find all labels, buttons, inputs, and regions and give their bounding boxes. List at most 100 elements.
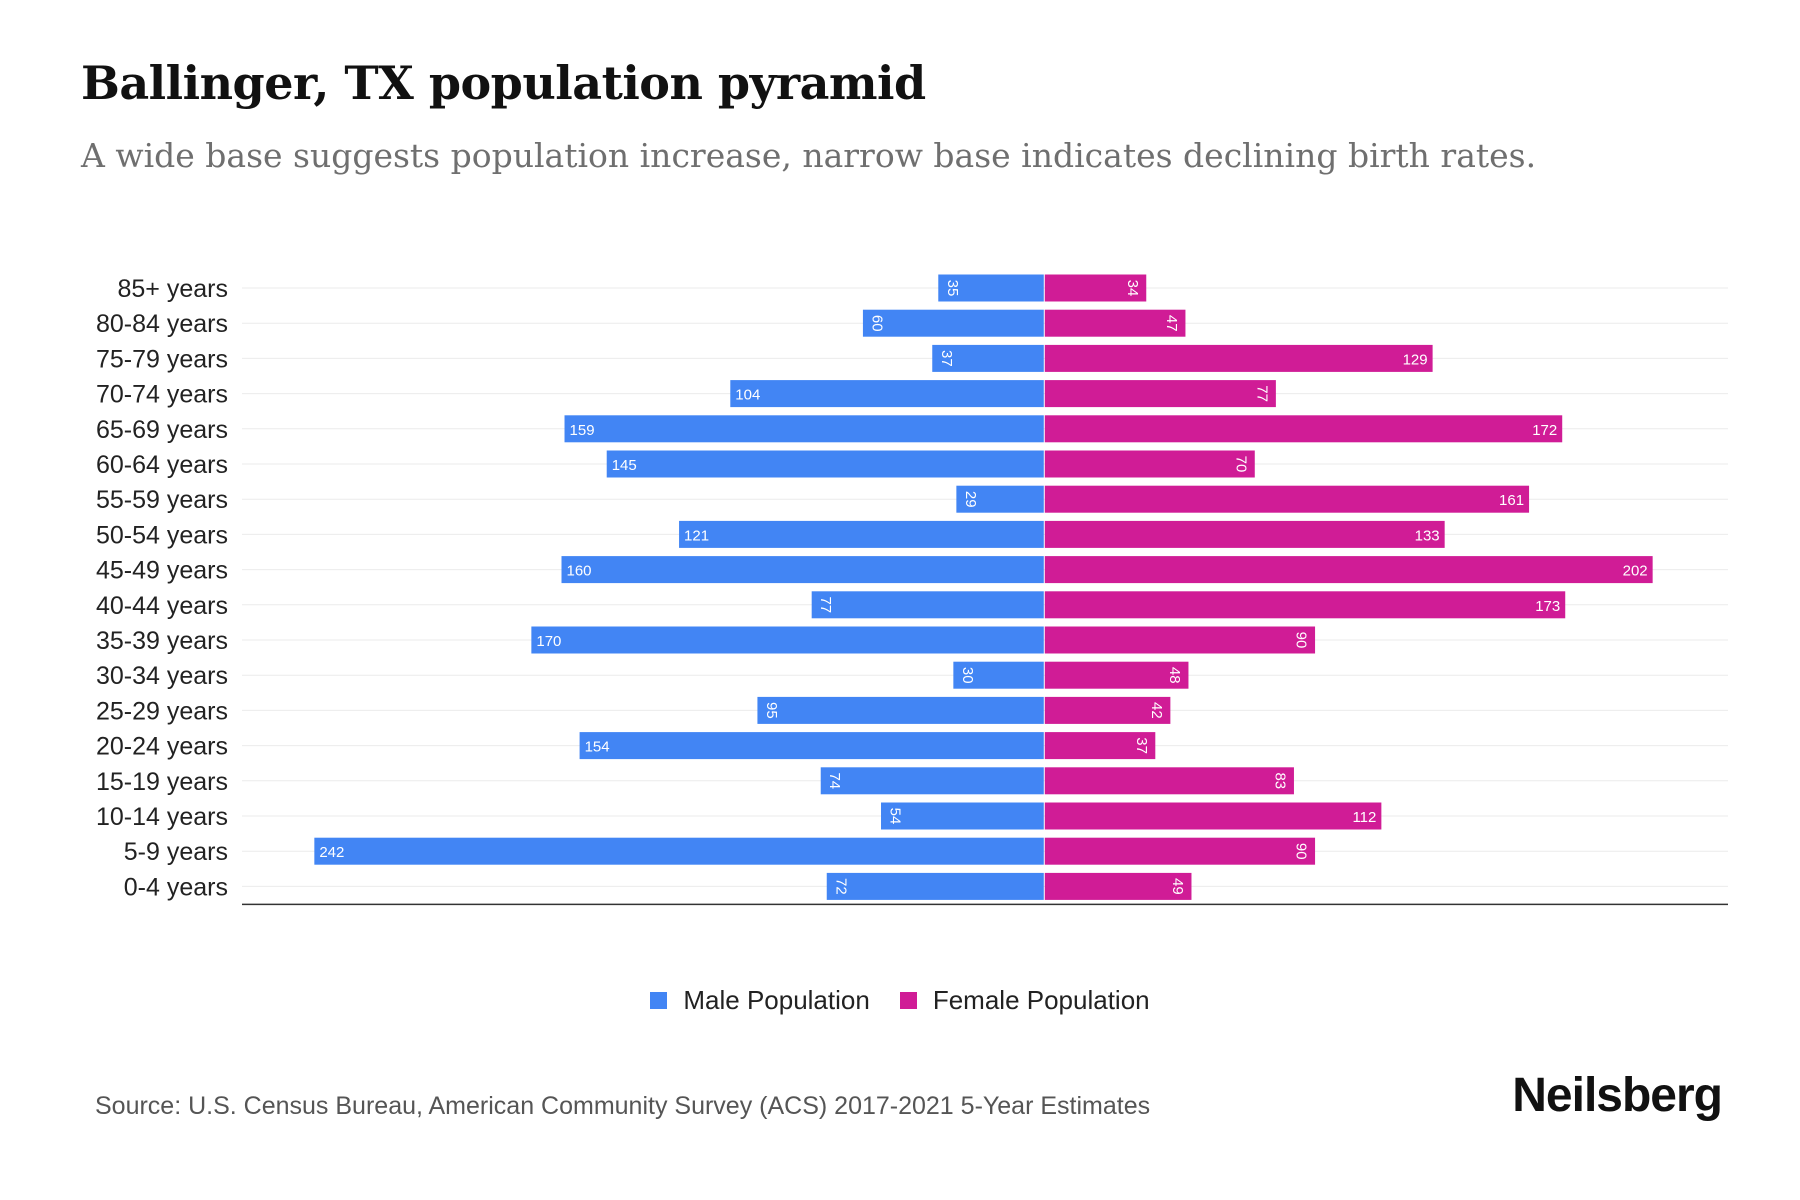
bar-male xyxy=(561,556,1044,584)
bar-male xyxy=(956,485,1044,513)
bar-female xyxy=(1044,309,1186,337)
bar-label-female: 90 xyxy=(1293,632,1310,649)
bar-male xyxy=(953,661,1044,689)
bar-label-male: 29 xyxy=(962,491,979,508)
bar-label-male: 104 xyxy=(735,387,760,404)
y-tick-label: 40-44 years xyxy=(96,592,228,620)
bar-label-female: 112 xyxy=(1352,809,1376,826)
y-tick-label: 30-34 years xyxy=(96,662,228,690)
brand-logo: Neilsberg xyxy=(1512,1069,1723,1122)
legend-label-female: Female Population xyxy=(932,985,1150,1015)
bar-female xyxy=(1044,380,1276,408)
legend-swatch-male xyxy=(650,992,668,1009)
y-tick-label: 60-64 years xyxy=(96,451,228,479)
bar-male xyxy=(314,837,1044,865)
bar-label-male: 154 xyxy=(585,739,610,756)
y-tick-label: 35-39 years xyxy=(96,627,228,655)
bar-label-female: 70 xyxy=(1232,456,1249,473)
bar-male xyxy=(820,767,1044,795)
bar-male xyxy=(606,450,1044,478)
bar-female xyxy=(1044,872,1192,900)
bar-label-female: 129 xyxy=(1403,351,1428,368)
bar-label-female: 77 xyxy=(1253,385,1270,402)
bar-female xyxy=(1044,344,1433,372)
bar-female xyxy=(1044,556,1653,584)
bar-label-female: 83 xyxy=(1271,772,1288,789)
bar-label-female: 48 xyxy=(1166,667,1183,684)
y-tick-label: 0-4 years xyxy=(124,873,228,901)
bar-label-male: 30 xyxy=(959,667,976,684)
bar-female xyxy=(1044,767,1294,795)
bar-label-male: 35 xyxy=(944,280,961,297)
bar-label-male: 170 xyxy=(536,633,561,650)
y-tick-label: 65-69 years xyxy=(96,416,228,444)
y-tick-label: 55-59 years xyxy=(96,486,228,514)
bar-label-male: 72 xyxy=(832,878,849,895)
bar-label-male: 77 xyxy=(817,596,834,613)
bar-female xyxy=(1044,274,1147,302)
bar-male xyxy=(881,802,1044,830)
y-tick-label: 15-19 years xyxy=(96,768,228,796)
legend-item-male: Male Population xyxy=(650,985,870,1016)
y-tick-label: 75-79 years xyxy=(96,345,228,373)
bar-label-female: 42 xyxy=(1148,702,1165,719)
bar-male xyxy=(938,274,1044,302)
bar-female xyxy=(1044,520,1445,548)
bar-label-male: 54 xyxy=(887,808,904,825)
bar-label-female: 37 xyxy=(1133,737,1150,754)
bar-male xyxy=(564,415,1044,443)
bar-male xyxy=(757,696,1044,724)
bar-male xyxy=(531,626,1044,654)
bar-label-male: 159 xyxy=(570,422,595,439)
y-tick-label: 20-24 years xyxy=(96,733,228,761)
bar-label-female: 173 xyxy=(1535,598,1560,615)
bar-male xyxy=(811,591,1044,619)
source-note: Source: U.S. Census Bureau, American Com… xyxy=(95,1092,1151,1120)
bar-label-female: 202 xyxy=(1623,563,1648,580)
chart-subtitle: A wide base suggests population increase… xyxy=(81,136,1537,175)
bar-male xyxy=(826,872,1044,900)
y-tick-label: 10-14 years xyxy=(96,803,228,831)
bar-label-male: 37 xyxy=(938,350,955,367)
bar-female xyxy=(1044,626,1316,654)
bar-female xyxy=(1044,837,1316,865)
bar-female xyxy=(1044,485,1530,513)
legend-swatch-female xyxy=(899,992,917,1009)
bar-label-female: 172 xyxy=(1532,422,1557,439)
bar-label-female: 34 xyxy=(1124,280,1141,297)
bar-label-male: 145 xyxy=(612,457,637,474)
bar-male xyxy=(679,520,1044,548)
bar-female xyxy=(1044,661,1189,689)
bar-female xyxy=(1044,591,1566,619)
bar-label-female: 49 xyxy=(1169,878,1186,895)
bar-label-male: 160 xyxy=(567,563,592,580)
y-tick-label: 85+ years xyxy=(118,275,229,303)
population-pyramid-chart: 85+ years 80-84 years 75-79 years 70-74 yea… xyxy=(96,274,1728,906)
chart-title: Ballinger, TX population pyramid xyxy=(81,56,926,110)
bar-female xyxy=(1044,415,1563,443)
bar-female xyxy=(1044,450,1255,478)
y-tick-label: 70-74 years xyxy=(96,381,228,409)
bar-label-female: 47 xyxy=(1163,315,1180,332)
bar-label-male: 242 xyxy=(319,844,344,861)
bar-male xyxy=(862,309,1044,337)
bar-male xyxy=(579,732,1044,760)
legend-item-female: Female Population xyxy=(899,985,1150,1016)
bar-female xyxy=(1044,696,1171,724)
bar-label-male: 121 xyxy=(684,527,709,544)
bar-label-female: 133 xyxy=(1415,527,1440,544)
bar-female xyxy=(1044,732,1156,760)
bar-label-male: 74 xyxy=(826,772,843,789)
bar-label-male: 95 xyxy=(763,702,780,719)
bar-label-female: 161 xyxy=(1499,492,1524,509)
legend-label-male: Male Population xyxy=(683,985,870,1015)
y-tick-label: 25-29 years xyxy=(96,697,228,725)
bar-male xyxy=(932,344,1044,372)
y-tick-label: 45-49 years xyxy=(96,557,228,585)
y-tick-label: 5-9 years xyxy=(124,838,228,866)
bar-male xyxy=(730,380,1044,408)
y-tick-label: 80-84 years xyxy=(96,310,228,338)
bar-label-male: 60 xyxy=(868,315,885,332)
y-tick-label: 50-54 years xyxy=(96,521,228,549)
bar-female xyxy=(1044,802,1382,830)
